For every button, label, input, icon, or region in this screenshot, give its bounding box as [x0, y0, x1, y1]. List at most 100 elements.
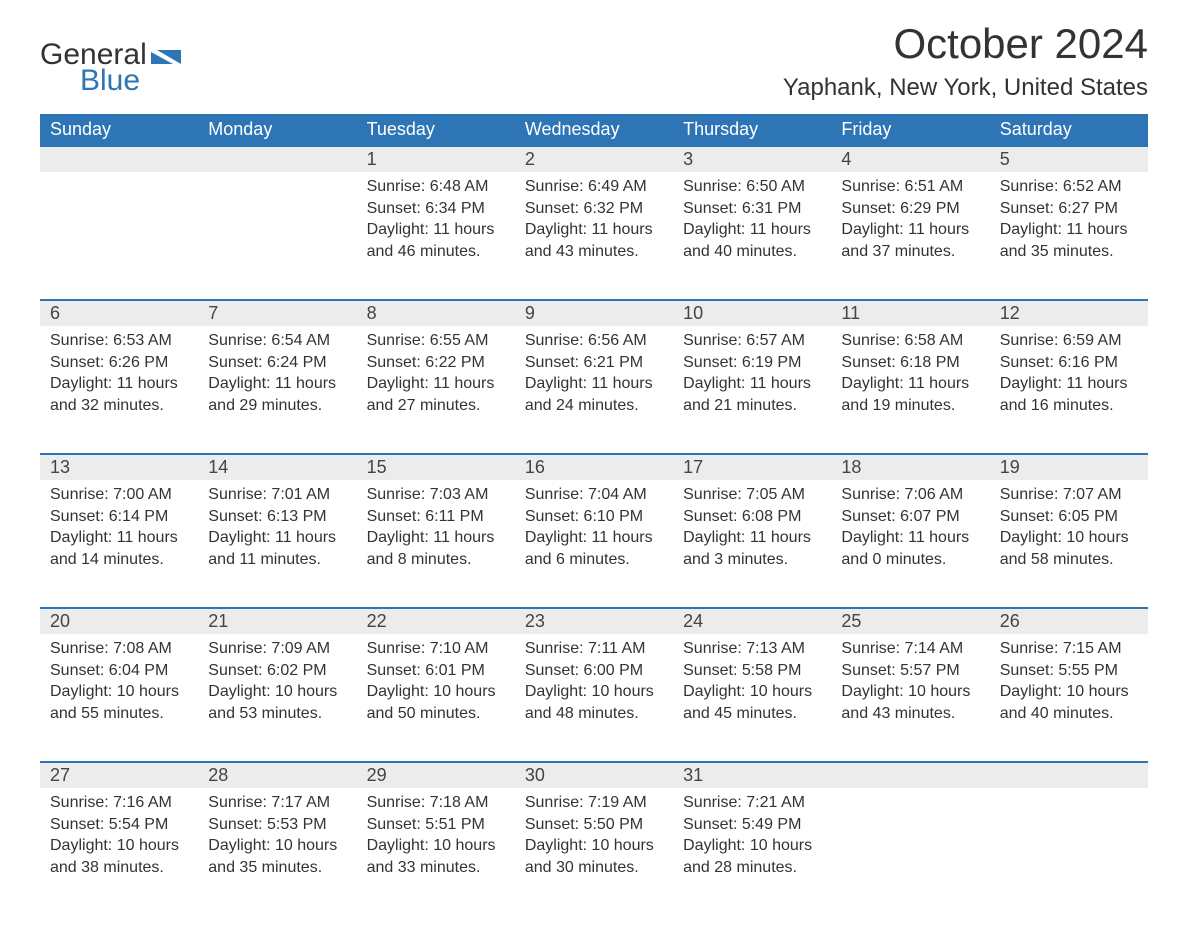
day-header: Sunday: [40, 114, 198, 146]
daylight-text: Daylight: 11 hours and 32 minutes.: [50, 373, 188, 416]
day-cell: Sunrise: 7:06 AMSunset: 6:07 PMDaylight:…: [831, 480, 989, 608]
day-cell: Sunrise: 7:14 AMSunset: 5:57 PMDaylight:…: [831, 634, 989, 762]
day-number: 2: [515, 146, 673, 172]
sunset-text: Sunset: 6:01 PM: [367, 660, 505, 682]
sunset-text: Sunset: 6:10 PM: [525, 506, 663, 528]
daylight-text: Daylight: 11 hours and 21 minutes.: [683, 373, 821, 416]
day-number: [831, 762, 989, 788]
daylight-text: Daylight: 10 hours and 28 minutes.: [683, 835, 821, 878]
daylight-text: Daylight: 11 hours and 19 minutes.: [841, 373, 979, 416]
sunset-text: Sunset: 5:55 PM: [1000, 660, 1138, 682]
sunset-text: Sunset: 5:54 PM: [50, 814, 188, 836]
day-cell: Sunrise: 6:48 AMSunset: 6:34 PMDaylight:…: [357, 172, 515, 300]
title-block: October 2024 Yaphank, New York, United S…: [783, 20, 1148, 102]
day-cell: Sunrise: 6:57 AMSunset: 6:19 PMDaylight:…: [673, 326, 831, 454]
day-number: [990, 762, 1148, 788]
sunrise-text: Sunrise: 6:56 AM: [525, 330, 663, 352]
day-cell: Sunrise: 6:49 AMSunset: 6:32 PMDaylight:…: [515, 172, 673, 300]
content-row: Sunrise: 7:16 AMSunset: 5:54 PMDaylight:…: [40, 788, 1148, 916]
calendar-table: Sunday Monday Tuesday Wednesday Thursday…: [40, 114, 1148, 916]
daylight-text: Daylight: 11 hours and 24 minutes.: [525, 373, 663, 416]
sunrise-text: Sunrise: 7:04 AM: [525, 484, 663, 506]
daylight-text: Daylight: 11 hours and 35 minutes.: [1000, 219, 1138, 262]
day-number: 30: [515, 762, 673, 788]
day-number: [40, 146, 198, 172]
day-number: 29: [357, 762, 515, 788]
daylight-text: Daylight: 11 hours and 43 minutes.: [525, 219, 663, 262]
sunrise-text: Sunrise: 7:15 AM: [1000, 638, 1138, 660]
sunrise-text: Sunrise: 7:05 AM: [683, 484, 821, 506]
day-cell: [198, 172, 356, 300]
sunset-text: Sunset: 5:53 PM: [208, 814, 346, 836]
day-cell: Sunrise: 6:54 AMSunset: 6:24 PMDaylight:…: [198, 326, 356, 454]
day-number: 4: [831, 146, 989, 172]
sunrise-text: Sunrise: 7:10 AM: [367, 638, 505, 660]
sunset-text: Sunset: 6:31 PM: [683, 198, 821, 220]
content-row: Sunrise: 7:00 AMSunset: 6:14 PMDaylight:…: [40, 480, 1148, 608]
content-row: Sunrise: 6:53 AMSunset: 6:26 PMDaylight:…: [40, 326, 1148, 454]
sunset-text: Sunset: 6:13 PM: [208, 506, 346, 528]
daylight-text: Daylight: 11 hours and 46 minutes.: [367, 219, 505, 262]
day-cell: Sunrise: 6:56 AMSunset: 6:21 PMDaylight:…: [515, 326, 673, 454]
day-header: Wednesday: [515, 114, 673, 146]
daylight-text: Daylight: 10 hours and 35 minutes.: [208, 835, 346, 878]
day-number: 20: [40, 608, 198, 634]
sunset-text: Sunset: 6:07 PM: [841, 506, 979, 528]
day-number: 5: [990, 146, 1148, 172]
day-cell: Sunrise: 7:11 AMSunset: 6:00 PMDaylight:…: [515, 634, 673, 762]
day-number: 31: [673, 762, 831, 788]
day-header: Friday: [831, 114, 989, 146]
day-header-row: Sunday Monday Tuesday Wednesday Thursday…: [40, 114, 1148, 146]
day-number: 16: [515, 454, 673, 480]
sunrise-text: Sunrise: 7:07 AM: [1000, 484, 1138, 506]
day-cell: Sunrise: 6:58 AMSunset: 6:18 PMDaylight:…: [831, 326, 989, 454]
sunrise-text: Sunrise: 7:01 AM: [208, 484, 346, 506]
sunset-text: Sunset: 6:11 PM: [367, 506, 505, 528]
brand-word2: Blue: [80, 64, 181, 98]
daynum-row: 12345: [40, 146, 1148, 172]
sunset-text: Sunset: 6:08 PM: [683, 506, 821, 528]
day-number: 6: [40, 300, 198, 326]
daylight-text: Daylight: 11 hours and 11 minutes.: [208, 527, 346, 570]
content-row: Sunrise: 7:08 AMSunset: 6:04 PMDaylight:…: [40, 634, 1148, 762]
daylight-text: Daylight: 10 hours and 40 minutes.: [1000, 681, 1138, 724]
day-number: 26: [990, 608, 1148, 634]
daylight-text: Daylight: 10 hours and 45 minutes.: [683, 681, 821, 724]
day-cell: Sunrise: 7:03 AMSunset: 6:11 PMDaylight:…: [357, 480, 515, 608]
daylight-text: Daylight: 10 hours and 38 minutes.: [50, 835, 188, 878]
page-header: General Blue October 2024 Yaphank, New Y…: [40, 20, 1148, 102]
daylight-text: Daylight: 11 hours and 16 minutes.: [1000, 373, 1138, 416]
sunrise-text: Sunrise: 7:08 AM: [50, 638, 188, 660]
sunset-text: Sunset: 6:27 PM: [1000, 198, 1138, 220]
sunset-text: Sunset: 6:19 PM: [683, 352, 821, 374]
month-title: October 2024: [783, 20, 1148, 68]
day-cell: Sunrise: 7:09 AMSunset: 6:02 PMDaylight:…: [198, 634, 356, 762]
sunset-text: Sunset: 5:58 PM: [683, 660, 821, 682]
sunrise-text: Sunrise: 6:59 AM: [1000, 330, 1138, 352]
sunset-text: Sunset: 6:18 PM: [841, 352, 979, 374]
sunset-text: Sunset: 5:49 PM: [683, 814, 821, 836]
sunrise-text: Sunrise: 6:50 AM: [683, 176, 821, 198]
sunrise-text: Sunrise: 7:00 AM: [50, 484, 188, 506]
day-cell: Sunrise: 7:19 AMSunset: 5:50 PMDaylight:…: [515, 788, 673, 916]
sunset-text: Sunset: 5:57 PM: [841, 660, 979, 682]
day-number: 22: [357, 608, 515, 634]
sunrise-text: Sunrise: 7:16 AM: [50, 792, 188, 814]
day-header: Thursday: [673, 114, 831, 146]
day-number: 25: [831, 608, 989, 634]
daylight-text: Daylight: 11 hours and 3 minutes.: [683, 527, 821, 570]
sunset-text: Sunset: 6:05 PM: [1000, 506, 1138, 528]
daylight-text: Daylight: 10 hours and 50 minutes.: [367, 681, 505, 724]
day-number: 9: [515, 300, 673, 326]
daylight-text: Daylight: 10 hours and 33 minutes.: [367, 835, 505, 878]
daylight-text: Daylight: 11 hours and 29 minutes.: [208, 373, 346, 416]
day-number: 28: [198, 762, 356, 788]
sunrise-text: Sunrise: 6:57 AM: [683, 330, 821, 352]
brand-logo: General Blue: [40, 20, 181, 98]
day-cell: Sunrise: 7:08 AMSunset: 6:04 PMDaylight:…: [40, 634, 198, 762]
day-number: 24: [673, 608, 831, 634]
sunrise-text: Sunrise: 7:06 AM: [841, 484, 979, 506]
daynum-row: 2728293031: [40, 762, 1148, 788]
sunset-text: Sunset: 6:16 PM: [1000, 352, 1138, 374]
day-cell: Sunrise: 7:15 AMSunset: 5:55 PMDaylight:…: [990, 634, 1148, 762]
